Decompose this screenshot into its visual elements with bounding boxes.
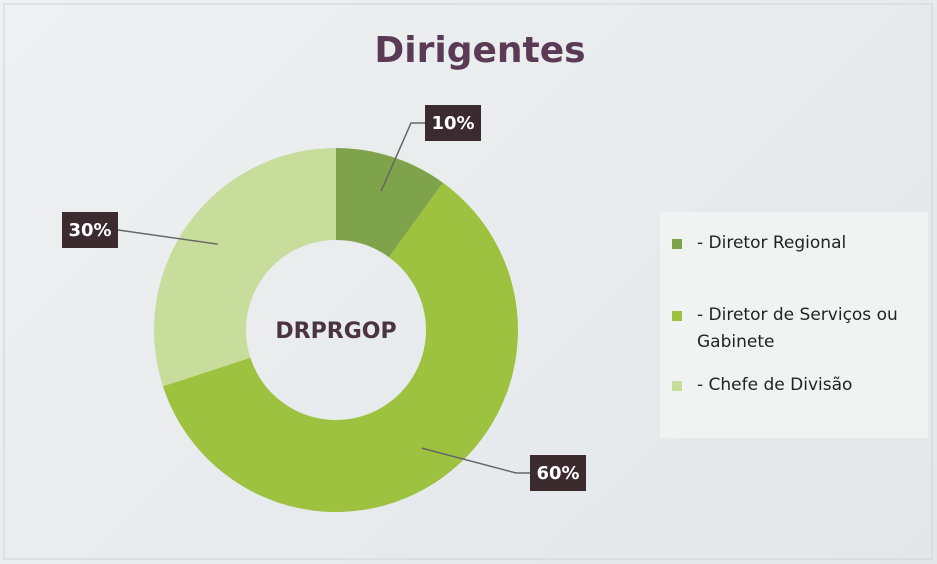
legend-label: - Diretor de Serviços ou Gabinete <box>697 305 898 352</box>
data-label: 30% <box>68 220 111 241</box>
donut-segment <box>162 182 518 513</box>
legend-swatch <box>672 311 682 321</box>
legend-item: - Chefe de Divisão <box>672 372 924 399</box>
donut-segment <box>153 148 336 387</box>
chart-title: Dirigentes <box>374 30 585 71</box>
leader-line <box>421 447 530 474</box>
center-label: DRPRGOP <box>275 319 396 344</box>
leader-line <box>117 229 218 245</box>
legend-item: - Diretor de Serviços ou Gabinete <box>672 302 924 356</box>
data-label-box <box>62 212 118 248</box>
legend-swatch <box>672 239 682 249</box>
frame <box>3 3 933 560</box>
legend-swatch <box>672 381 682 391</box>
data-label: 10% <box>431 113 474 134</box>
data-label-box <box>530 455 586 491</box>
legend: - Diretor Regional - Diretor de Serviços … <box>660 212 928 438</box>
legend-label: - Diretor Regional <box>697 233 847 253</box>
donut-segment <box>336 148 443 258</box>
leader-line <box>380 122 425 192</box>
legend-label: - Chefe de Divisão <box>697 375 853 395</box>
data-label-box <box>425 105 481 141</box>
data-label: 60% <box>536 463 579 484</box>
legend-item: - Diretor Regional <box>672 230 924 257</box>
